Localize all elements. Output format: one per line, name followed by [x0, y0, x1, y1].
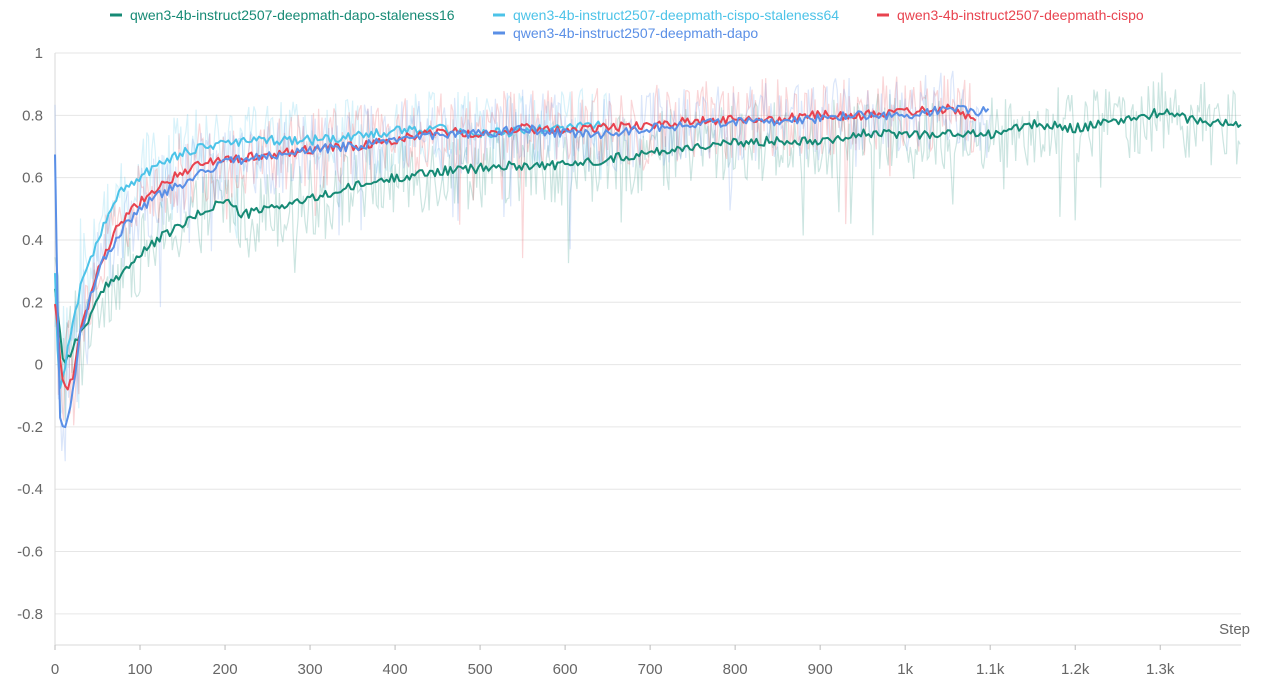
- legend-label: qwen3-4b-instruct2507-deepmath-dapo: [513, 25, 758, 41]
- x-tick-label: 400: [383, 661, 408, 678]
- legend-item[interactable]: qwen3-4b-instruct2507-deepmath-dapo-stal…: [110, 7, 455, 23]
- series-line: [54, 108, 1242, 364]
- raw-series-line: [54, 87, 609, 415]
- x-tick-label: 1.3k: [1146, 661, 1175, 678]
- x-tick-label: 100: [128, 661, 153, 678]
- legend-item[interactable]: qwen3-4b-instruct2507-deepmath-cispo: [877, 7, 1144, 23]
- x-tick-label: 300: [298, 661, 323, 678]
- legend: qwen3-4b-instruct2507-deepmath-dapo-stal…: [110, 7, 1144, 41]
- x-axis: 0 100 200 300 400 500 600 700 800 900 1k 1.1k 1.2k 1.…: [51, 645, 1175, 678]
- legend-label: qwen3-4b-instruct2507-deepmath-cispo-sta…: [513, 7, 839, 23]
- series-line: [54, 104, 990, 429]
- legend-item[interactable]: qwen3-4b-instruct2507-deepmath-cispo-sta…: [493, 7, 839, 23]
- x-tick-label: 1.2k: [1061, 661, 1090, 678]
- y-tick-label: -0.4: [17, 481, 43, 498]
- x-tick-label: 500: [468, 661, 493, 678]
- y-tick-label: -0.2: [17, 419, 43, 436]
- x-axis-title: Step: [1219, 621, 1250, 638]
- y-tick-label: 1: [35, 45, 43, 62]
- x-tick-label: 900: [808, 661, 833, 678]
- legend-item[interactable]: qwen3-4b-instruct2507-deepmath-dapo: [493, 25, 758, 41]
- x-tick-label: 700: [638, 661, 663, 678]
- y-tick-label: 0.4: [22, 232, 43, 249]
- x-tick-label: 800: [723, 661, 748, 678]
- y-tick-label: 0.8: [22, 107, 43, 124]
- x-tick-label: 0: [51, 661, 59, 678]
- series-layer: [54, 103, 1242, 429]
- x-tick-label: 600: [553, 661, 578, 678]
- x-tick-label: 1.1k: [976, 661, 1005, 678]
- legend-label: qwen3-4b-instruct2507-deepmath-dapo-stal…: [130, 7, 455, 23]
- raw-series-line: [54, 70, 991, 462]
- series-line: [54, 120, 607, 389]
- x-tick-label: 200: [213, 661, 238, 678]
- y-tick-label: -0.8: [17, 606, 43, 623]
- y-axis: -0.8 -0.6 -0.4 -0.2 0 0.2 0.4 0.6 0.8 1: [17, 45, 43, 623]
- grid: [54, 52, 1241, 646]
- legend-label: qwen3-4b-instruct2507-deepmath-cispo: [897, 7, 1144, 23]
- y-tick-label: -0.6: [17, 544, 43, 561]
- raw-series-line: [54, 72, 1241, 422]
- x-tick-label: 1k: [897, 661, 913, 678]
- raw-series-layer: [54, 70, 1241, 462]
- y-tick-label: 0: [35, 357, 43, 374]
- y-tick-label: 0.6: [22, 170, 43, 187]
- y-tick-label: 0.2: [22, 294, 43, 311]
